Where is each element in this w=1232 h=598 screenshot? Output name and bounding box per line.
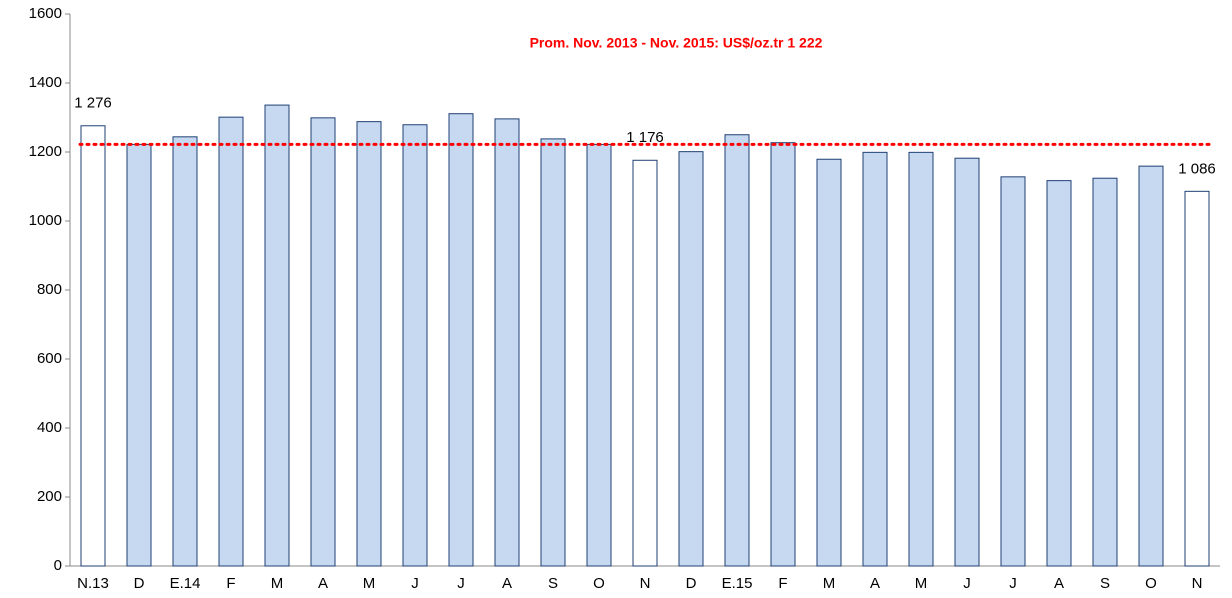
bar bbox=[310, 117, 336, 567]
x-tick-label: A bbox=[318, 575, 328, 592]
bar bbox=[172, 136, 198, 567]
x-tick-label: F bbox=[226, 575, 235, 592]
bar bbox=[1184, 190, 1210, 567]
bar bbox=[862, 151, 888, 567]
bar bbox=[724, 134, 750, 567]
x-tick-label: M bbox=[915, 575, 928, 592]
x-tick-label: A bbox=[1054, 575, 1064, 592]
bar bbox=[218, 116, 244, 567]
bar bbox=[954, 157, 980, 567]
x-tick-label: M bbox=[271, 575, 284, 592]
x-tick-label: N bbox=[640, 575, 651, 592]
x-tick-label: M bbox=[823, 575, 836, 592]
bar bbox=[770, 142, 796, 567]
x-tick-label: E.14 bbox=[170, 575, 201, 592]
x-tick-label: N bbox=[1192, 575, 1203, 592]
bar bbox=[816, 158, 842, 567]
x-tick-label: O bbox=[1145, 575, 1157, 592]
x-tick-label: A bbox=[502, 575, 512, 592]
y-tick-label: 1600 bbox=[29, 5, 62, 22]
x-tick-label: J bbox=[963, 575, 971, 592]
bar bbox=[1138, 165, 1164, 567]
annotation: Prom. Nov. 2013 - Nov. 2015: US$/oz.tr 1… bbox=[530, 35, 823, 51]
x-tick-label: M bbox=[363, 575, 376, 592]
bar bbox=[908, 151, 934, 567]
bar bbox=[678, 151, 704, 567]
x-tick-label: J bbox=[1009, 575, 1017, 592]
bar bbox=[80, 125, 106, 567]
bar bbox=[448, 113, 474, 567]
y-tick-label: 400 bbox=[37, 419, 62, 436]
bar bbox=[264, 104, 290, 567]
x-tick-label: E.15 bbox=[722, 575, 753, 592]
x-tick-label: S bbox=[1100, 575, 1110, 592]
bar bbox=[494, 118, 520, 567]
value-label: 1 176 bbox=[626, 129, 664, 146]
x-tick-label: S bbox=[548, 575, 558, 592]
y-tick-label: 1200 bbox=[29, 143, 62, 160]
value-label: 1 276 bbox=[74, 95, 112, 112]
x-tick-label: A bbox=[870, 575, 880, 592]
y-tick-label: 800 bbox=[37, 281, 62, 298]
bar bbox=[402, 124, 428, 567]
value-label: 1 086 bbox=[1178, 160, 1216, 177]
bar bbox=[540, 138, 566, 567]
x-tick-label: F bbox=[778, 575, 787, 592]
x-tick-label: N.13 bbox=[77, 575, 109, 592]
bar bbox=[632, 159, 658, 567]
bar bbox=[1092, 177, 1118, 567]
y-tick-label: 600 bbox=[37, 350, 62, 367]
bar bbox=[1000, 176, 1026, 567]
bar bbox=[356, 121, 382, 567]
x-tick-label: O bbox=[593, 575, 605, 592]
x-tick-label: D bbox=[134, 575, 145, 592]
x-tick-label: J bbox=[411, 575, 419, 592]
y-tick-label: 0 bbox=[54, 557, 62, 574]
y-tick-label: 1400 bbox=[29, 74, 62, 91]
y-tick-label: 200 bbox=[37, 488, 62, 505]
x-tick-label: D bbox=[686, 575, 697, 592]
bar bbox=[586, 143, 612, 567]
x-tick-label: J bbox=[457, 575, 465, 592]
bar bbox=[1046, 180, 1072, 567]
y-tick-label: 1000 bbox=[29, 212, 62, 229]
bar bbox=[126, 143, 152, 567]
